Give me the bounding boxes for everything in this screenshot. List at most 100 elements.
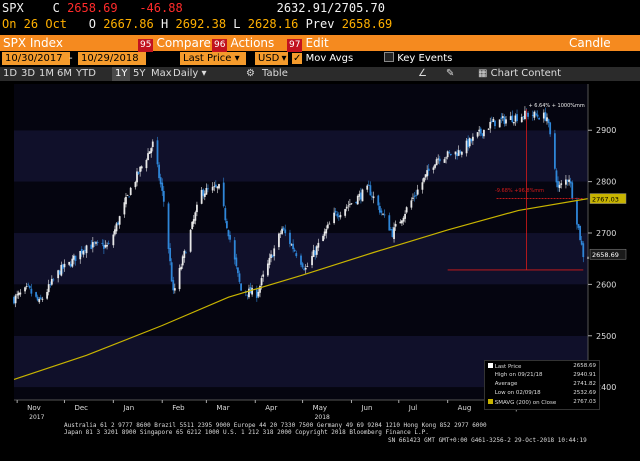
tab-1y[interactable]: 1Y [112, 67, 131, 81]
line-style-icon[interactable]: ∠ [418, 68, 427, 79]
candle-body [547, 119, 550, 123]
candle-body [213, 186, 216, 188]
axis-badge-label: 2767.03 [592, 196, 619, 204]
candle-body [476, 132, 479, 137]
y-tick-label: 2600 [596, 280, 616, 289]
price-field-select[interactable]: Last Price ▾ [180, 52, 246, 65]
candle-body [260, 278, 263, 286]
candle-body [454, 151, 457, 155]
candle-body [565, 179, 567, 185]
tab-5y[interactable]: 5Y [133, 68, 146, 79]
candle-body [235, 257, 238, 267]
key-events-toggle[interactable]: Key Events [384, 52, 452, 65]
sma-200-line [13, 198, 589, 380]
legend-swatch [488, 399, 493, 404]
candle-body [95, 242, 97, 244]
candle-body [394, 224, 397, 227]
candle-body [348, 204, 351, 205]
tab-1m[interactable]: 1M [39, 68, 54, 79]
chevron-down-icon[interactable]: ▾ [280, 52, 288, 65]
candle-body [426, 170, 429, 177]
end-date-field[interactable]: 10/29/2018 [78, 52, 146, 65]
candle-body [372, 196, 375, 199]
security-name[interactable]: SPX Index [3, 36, 63, 50]
x-tick-label: Mar [216, 404, 229, 412]
chevron-down-icon: ▾ [201, 68, 207, 79]
candle-body [207, 188, 209, 190]
candle-body [487, 128, 490, 130]
candle-body [289, 232, 291, 244]
actions-button[interactable]: 96 Actions [212, 35, 275, 52]
candle-body [27, 284, 30, 286]
x-tick-label: Nov [27, 404, 41, 412]
candle-body [326, 224, 329, 229]
candle-body [503, 116, 506, 124]
candle-body [159, 177, 162, 185]
candle-body [25, 286, 28, 287]
candle-body [361, 189, 364, 202]
candle-body [311, 256, 313, 266]
candle-body [555, 170, 558, 183]
axis-badge [589, 248, 627, 260]
candle-body [582, 243, 585, 258]
x-tick-label: Jan [122, 404, 134, 412]
x-tick-label: Jul [408, 404, 418, 412]
mov-avgs-toggle[interactable]: ✓ Mov Avgs [292, 52, 353, 65]
legend-row-low: Low on 02/09/18 2532.69 [488, 390, 596, 396]
candle-body [189, 229, 192, 252]
candle-body [553, 133, 556, 169]
chart-settings-icon[interactable]: ⚙ [246, 68, 255, 79]
candle-body [505, 119, 507, 124]
candle-body [527, 112, 529, 117]
candle-body [74, 255, 77, 261]
candle-body [360, 192, 362, 200]
candle-body [478, 129, 481, 132]
candle-body [516, 114, 518, 121]
chart-content-button[interactable]: ▦ Chart Content [478, 67, 561, 81]
tab-6m[interactable]: 6M [57, 68, 72, 79]
candle-body [393, 227, 395, 239]
annotate-icon[interactable]: ✎ [446, 68, 455, 79]
legend-label: SMAVG (200) on Close [494, 400, 557, 406]
candle-body [579, 225, 582, 241]
candle-body [412, 197, 414, 199]
candle-body [577, 224, 580, 228]
legend-row-high: High on 09/21/18 2940.91 [488, 372, 596, 378]
frequency-select[interactable]: Daily ▾ [173, 67, 207, 81]
last-price: 2658.69 [67, 1, 118, 15]
candle-body [191, 221, 194, 230]
peak-annotation: + 6.64% + 1000%mm [529, 103, 585, 109]
tab-3d[interactable]: 3D [21, 68, 36, 79]
candle-body [117, 222, 119, 225]
candle-body [227, 230, 230, 237]
candle-body [290, 244, 293, 246]
price-prefix: C [52, 1, 60, 15]
actions-label: Actions [230, 36, 275, 50]
candle-body [524, 110, 526, 120]
candle-body [481, 133, 484, 136]
candle-chart[interactable]: + 6.64% + 1000%mm-9.68% +96.8%mm2767.032… [0, 82, 640, 421]
currency-select[interactable]: USD [255, 52, 283, 65]
background-band [14, 130, 588, 182]
candle-body [514, 115, 517, 122]
legend-value: 2532.69 [573, 390, 596, 396]
candle-body [61, 264, 64, 269]
candle-body [483, 129, 485, 137]
candle-body [300, 255, 302, 265]
edit-button[interactable]: 97 Edit [287, 35, 329, 52]
candle-body [278, 233, 280, 248]
candle-body [549, 122, 552, 135]
candle-body [161, 182, 164, 191]
ticker-label: SPX [2, 1, 24, 15]
candle-body [345, 206, 348, 209]
tab-max[interactable]: Max [151, 68, 172, 79]
tab-table[interactable]: Table [262, 68, 288, 79]
start-date-field[interactable]: 10/30/2017 [2, 52, 70, 65]
candle-body [200, 190, 203, 204]
candle-body [358, 193, 361, 197]
candle-body [546, 117, 548, 122]
compare-button[interactable]: 95 Compare [138, 35, 211, 52]
candle-body [284, 229, 287, 234]
tab-1d[interactable]: 1D [3, 68, 18, 79]
tab-ytd[interactable]: YTD [76, 68, 96, 79]
